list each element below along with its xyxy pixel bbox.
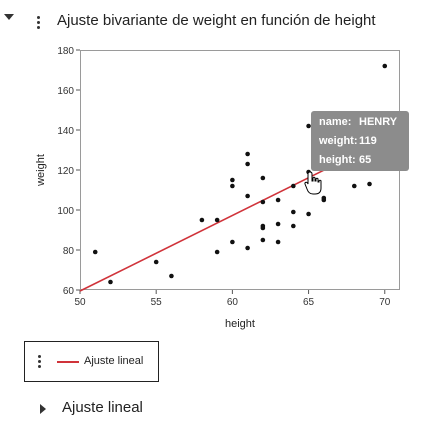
data-point[interactable] xyxy=(382,63,388,69)
tooltip-value: HENRY xyxy=(359,116,398,128)
tooltip-value: 119 xyxy=(359,135,377,147)
legend-box[interactable] xyxy=(24,341,159,382)
x-tick-label: 70 xyxy=(379,297,391,308)
data-point[interactable] xyxy=(260,175,266,181)
data-point[interactable] xyxy=(260,237,266,243)
data-point[interactable] xyxy=(245,151,250,157)
section-ajuste-lineal[interactable]: Ajuste lineal xyxy=(62,399,143,416)
hand-cursor-icon xyxy=(304,171,322,195)
data-point[interactable] xyxy=(245,193,250,199)
y-axis: 60 80 100 120 140 160 180 xyxy=(57,46,80,297)
scatter-chart: 60 80 100 120 140 160 180 50 55 60 65 70 weight he… xyxy=(35,46,391,330)
tooltip-key: name: xyxy=(319,116,352,128)
data-point[interactable] xyxy=(367,181,372,187)
x-axis-label: height xyxy=(225,318,255,330)
data-point[interactable] xyxy=(199,217,205,223)
data-point[interactable] xyxy=(108,279,113,285)
tooltip-key: weight: xyxy=(319,135,358,147)
y-tick-label: 60 xyxy=(63,286,75,297)
data-point[interactable] xyxy=(275,221,281,227)
y-tick-label: 80 xyxy=(63,246,75,257)
data-point[interactable] xyxy=(92,249,98,255)
data-point[interactable] xyxy=(351,183,357,189)
x-tick-label: 65 xyxy=(303,297,315,308)
legend-line-swatch xyxy=(57,361,79,363)
data-point[interactable] xyxy=(321,195,327,201)
data-point[interactable] xyxy=(291,223,296,229)
data-point[interactable] xyxy=(275,197,281,203)
expand-triangle-icon[interactable] xyxy=(40,404,46,414)
x-axis: 50 55 60 65 70 xyxy=(74,290,391,308)
report-menu-icon[interactable] xyxy=(37,16,41,31)
legend-menu-icon[interactable] xyxy=(38,355,42,370)
data-point[interactable] xyxy=(230,177,235,183)
data-point[interactable] xyxy=(306,123,311,129)
legend-label: Ajuste lineal xyxy=(84,355,144,367)
y-tick-label: 100 xyxy=(57,206,74,217)
data-point[interactable] xyxy=(230,183,235,189)
data-point[interactable] xyxy=(291,209,296,215)
data-points[interactable] xyxy=(92,63,388,285)
y-tick-label: 160 xyxy=(57,86,74,97)
data-point[interactable] xyxy=(260,223,266,229)
collapse-triangle-icon[interactable] xyxy=(4,14,14,20)
data-point[interactable] xyxy=(245,245,250,251)
tooltip-key: height: xyxy=(319,154,356,166)
point-tooltip: name: HENRY weight: 119 height: 65 xyxy=(311,111,409,171)
data-point[interactable] xyxy=(214,249,220,255)
data-point[interactable] xyxy=(245,161,250,167)
data-point[interactable] xyxy=(306,211,311,217)
data-point[interactable] xyxy=(291,183,296,189)
y-axis-label: weight xyxy=(35,154,47,187)
x-tick-label: 50 xyxy=(74,297,86,308)
data-point[interactable] xyxy=(260,199,266,205)
x-tick-label: 60 xyxy=(227,297,239,308)
data-point[interactable] xyxy=(230,239,235,245)
y-tick-label: 140 xyxy=(57,126,74,137)
data-point[interactable] xyxy=(169,273,174,279)
x-tick-label: 55 xyxy=(151,297,163,308)
y-tick-label: 180 xyxy=(57,46,74,57)
report-title: Ajuste bivariante de weight en función d… xyxy=(57,12,376,29)
data-point[interactable] xyxy=(275,239,281,245)
y-tick-label: 120 xyxy=(57,166,74,177)
data-point[interactable] xyxy=(214,217,220,223)
tooltip-value: 65 xyxy=(359,154,372,166)
data-point[interactable] xyxy=(153,259,159,265)
